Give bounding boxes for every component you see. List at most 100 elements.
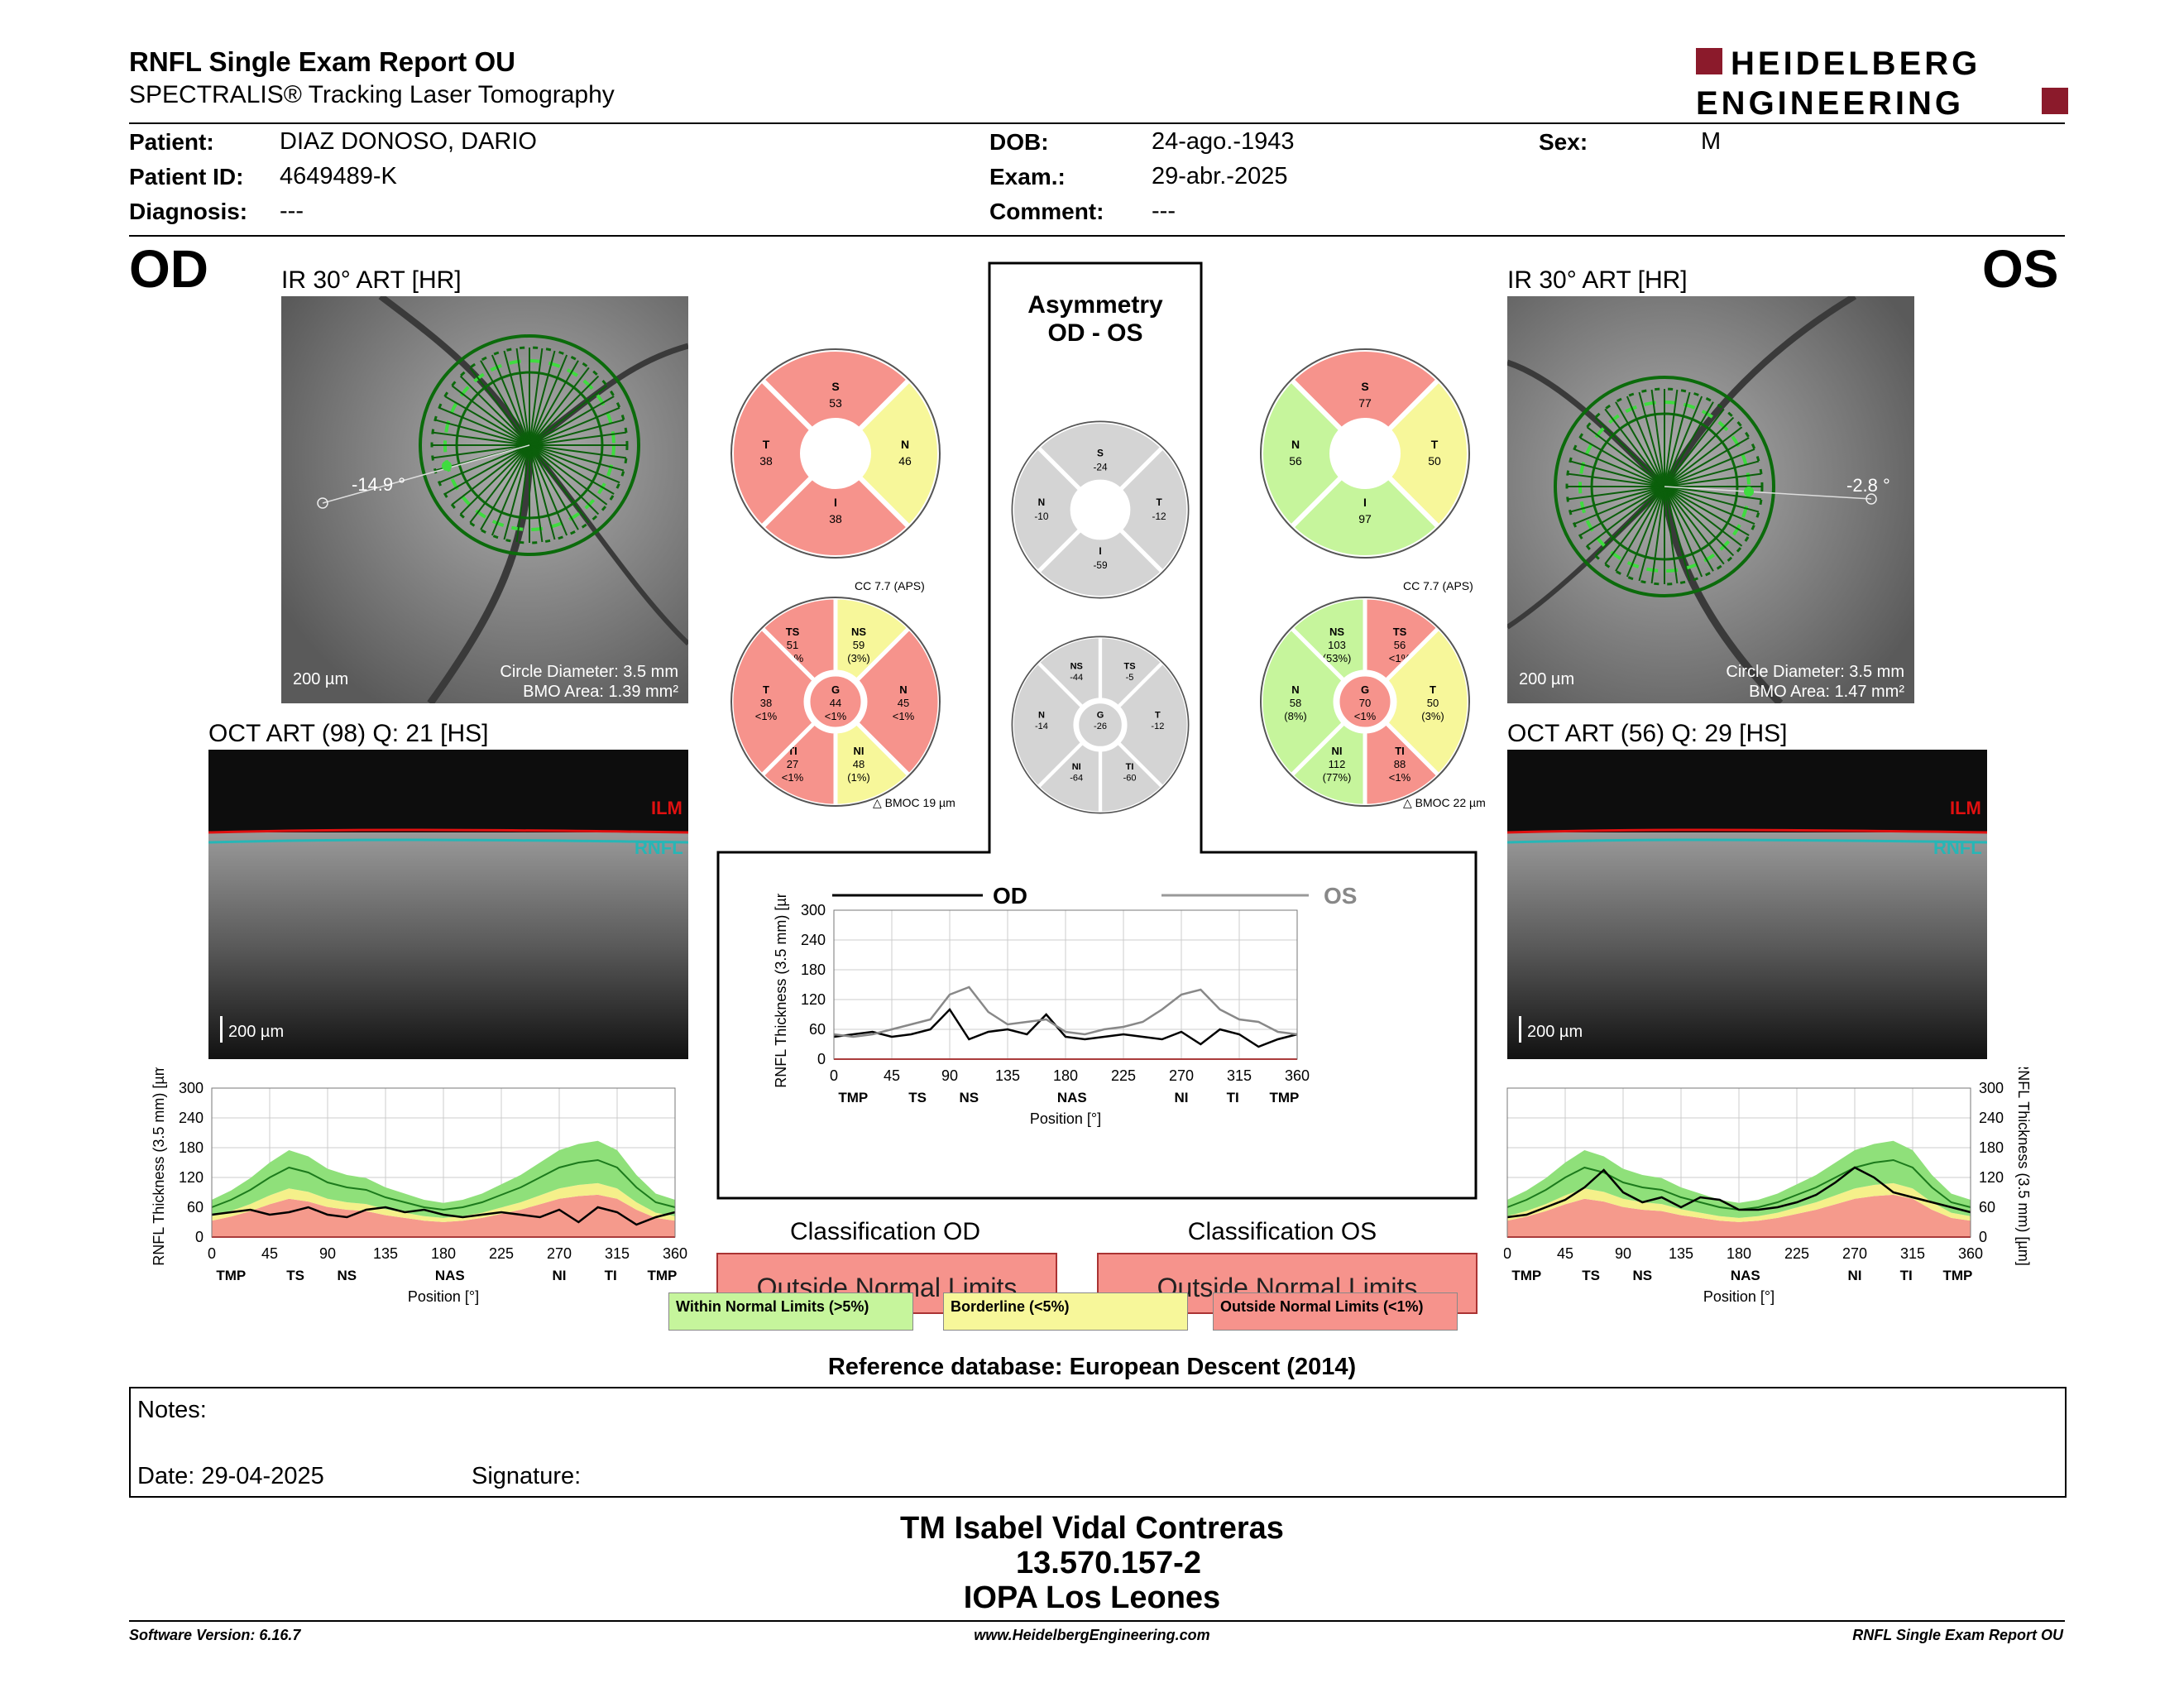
os-oct-scale: 200 µm xyxy=(1527,1023,1583,1041)
od-ir-scale: 200 µm xyxy=(293,670,349,688)
y-tick-label: 120 xyxy=(801,991,826,1008)
x-tick-label: 225 xyxy=(1111,1067,1136,1084)
scan-spoke xyxy=(503,350,530,446)
sector-text: G xyxy=(1097,711,1104,721)
sector-text: -26 xyxy=(1094,722,1107,731)
os-angle: -2.8 ° xyxy=(1846,475,1890,496)
os-bmoc-label: △ BMOC 22 µm xyxy=(1403,796,1486,809)
scan-spoke xyxy=(1664,396,1703,487)
dob-label: DOB: xyxy=(989,129,1049,155)
scan-spoke xyxy=(529,367,590,446)
normal-band xyxy=(212,1182,675,1222)
sector-text: -60 xyxy=(1123,774,1137,784)
sector-text: <1% xyxy=(782,771,804,784)
sector-value: 38 xyxy=(829,512,842,525)
x-tick-label: 90 xyxy=(319,1245,336,1262)
scan-spoke xyxy=(1664,486,1750,536)
x-tick-label: 360 xyxy=(1285,1067,1310,1084)
scan-spoke xyxy=(503,444,530,540)
x-tick-label: 315 xyxy=(1900,1245,1925,1262)
x-tick-label: 90 xyxy=(941,1067,958,1084)
y-tick-label: 240 xyxy=(801,932,826,948)
sector-axis-label: TI xyxy=(1227,1090,1239,1105)
x-tick-label: 0 xyxy=(208,1245,216,1262)
os-oct-image: ILM RNFL 200 µm xyxy=(1507,750,1987,1059)
sector-text: T xyxy=(1155,711,1161,721)
scan-spoke xyxy=(451,444,530,506)
sector-text: 59 xyxy=(853,639,864,651)
reference-database: Reference database: European Descent (20… xyxy=(827,1354,1357,1380)
logo-line1: HEIDELBERG xyxy=(1731,46,1980,82)
od-ilm-label: ILM xyxy=(651,798,682,818)
scan-spoke xyxy=(529,350,556,446)
normal-band xyxy=(1507,1194,1971,1237)
x-tick-label: 45 xyxy=(1557,1245,1573,1262)
scan-spoke xyxy=(432,431,530,446)
os-ir-caption: IR 30° ART [HR] xyxy=(1507,266,1688,294)
x-tick-label: 45 xyxy=(884,1067,900,1084)
legend-od: OD xyxy=(993,883,1027,909)
exam-value: 29-abr.-2025 xyxy=(1152,163,1288,189)
sector-axis-label: NI xyxy=(553,1268,567,1283)
scan-spoke xyxy=(469,444,530,524)
y-tick-label: 240 xyxy=(1979,1110,2004,1126)
scan-spoke xyxy=(1615,401,1665,487)
sector-label: I xyxy=(834,496,837,509)
sector-text: 44 xyxy=(830,697,841,709)
y-tick-label: 120 xyxy=(1979,1169,2004,1186)
od-rnfl-label: RNFL xyxy=(635,837,683,858)
patient-id-label: Patient ID: xyxy=(129,164,244,189)
sector-label: S xyxy=(1361,380,1368,393)
scan-spoke xyxy=(438,444,530,484)
sector-label: T xyxy=(763,438,770,451)
x-tick-label: 225 xyxy=(1784,1245,1809,1262)
scan-spoke xyxy=(1664,460,1760,487)
scan-spoke xyxy=(444,396,530,446)
sector-label: N xyxy=(1291,438,1300,451)
asymmetry-thickness-chart: 0 60 120 180 240 300 0 45 90 135 180 225 270 315 360 TM… xyxy=(773,894,1310,1127)
x-tick-label: 270 xyxy=(1169,1067,1194,1084)
scan-spoke xyxy=(529,444,544,543)
comment-value: --- xyxy=(1152,198,1176,224)
scan-spoke xyxy=(529,444,627,459)
scan-spoke xyxy=(1569,460,1665,487)
logo-line2: ENGINEERING xyxy=(1696,85,1964,121)
scan-spoke xyxy=(529,431,627,446)
os-rnfl-label: RNFL xyxy=(1933,837,1982,858)
scan-spoke xyxy=(480,360,530,446)
sector-axis-label: NAS xyxy=(1731,1268,1760,1283)
scan-spoke xyxy=(491,354,530,446)
asym-title1: Asymmetry xyxy=(1027,291,1163,319)
sector-text: 88 xyxy=(1394,758,1406,770)
sector-text: NI xyxy=(1072,762,1081,772)
sector-axis-label: TS xyxy=(908,1090,927,1105)
scan-spoke xyxy=(529,444,590,524)
y-tick-label: 60 xyxy=(1979,1199,1995,1216)
os-label: OS xyxy=(1982,239,2059,299)
notes-label: Notes: xyxy=(137,1397,207,1423)
patient-id: 4649489-K xyxy=(280,163,397,189)
sector-value: -10 xyxy=(1034,511,1049,522)
scan-spoke xyxy=(459,375,530,446)
od-sector6: TS51<1%NS59(3%)N45<1%NI48(1%)TI27<1%T38<… xyxy=(729,595,942,808)
sector-text: -64 xyxy=(1070,774,1083,784)
sector-text: 27 xyxy=(787,758,798,770)
sector-text: 38 xyxy=(760,697,772,709)
sector-axis-label: NI xyxy=(1848,1268,1862,1283)
os-sector4: S 77 T 50 I 97 N 56 xyxy=(1258,347,1472,560)
footer-report: RNFL Single Exam Report OU xyxy=(1852,1627,2063,1643)
x-axis-label: Position [°] xyxy=(1703,1288,1774,1305)
scan-spoke xyxy=(1567,486,1665,501)
y-tick-label: 240 xyxy=(179,1110,204,1126)
signoff-name: TM Isabel Vidal Contreras xyxy=(900,1511,1284,1546)
os-bmo-area: BMO Area: 1.47 mm² xyxy=(1749,683,1904,701)
scan-spoke xyxy=(1626,396,1665,487)
sector-text: (8%) xyxy=(1284,710,1306,722)
y-axis-label: RNFL Thickness (3.5 mm) [µm] xyxy=(2015,1067,2032,1266)
sector-text: 56 xyxy=(1394,639,1406,651)
scan-spoke xyxy=(1664,391,1691,487)
asym-title2: OD - OS xyxy=(1047,319,1142,347)
scan-spoke xyxy=(1626,486,1665,578)
scan-spoke xyxy=(529,444,579,530)
legend-os: OS xyxy=(1324,883,1357,909)
